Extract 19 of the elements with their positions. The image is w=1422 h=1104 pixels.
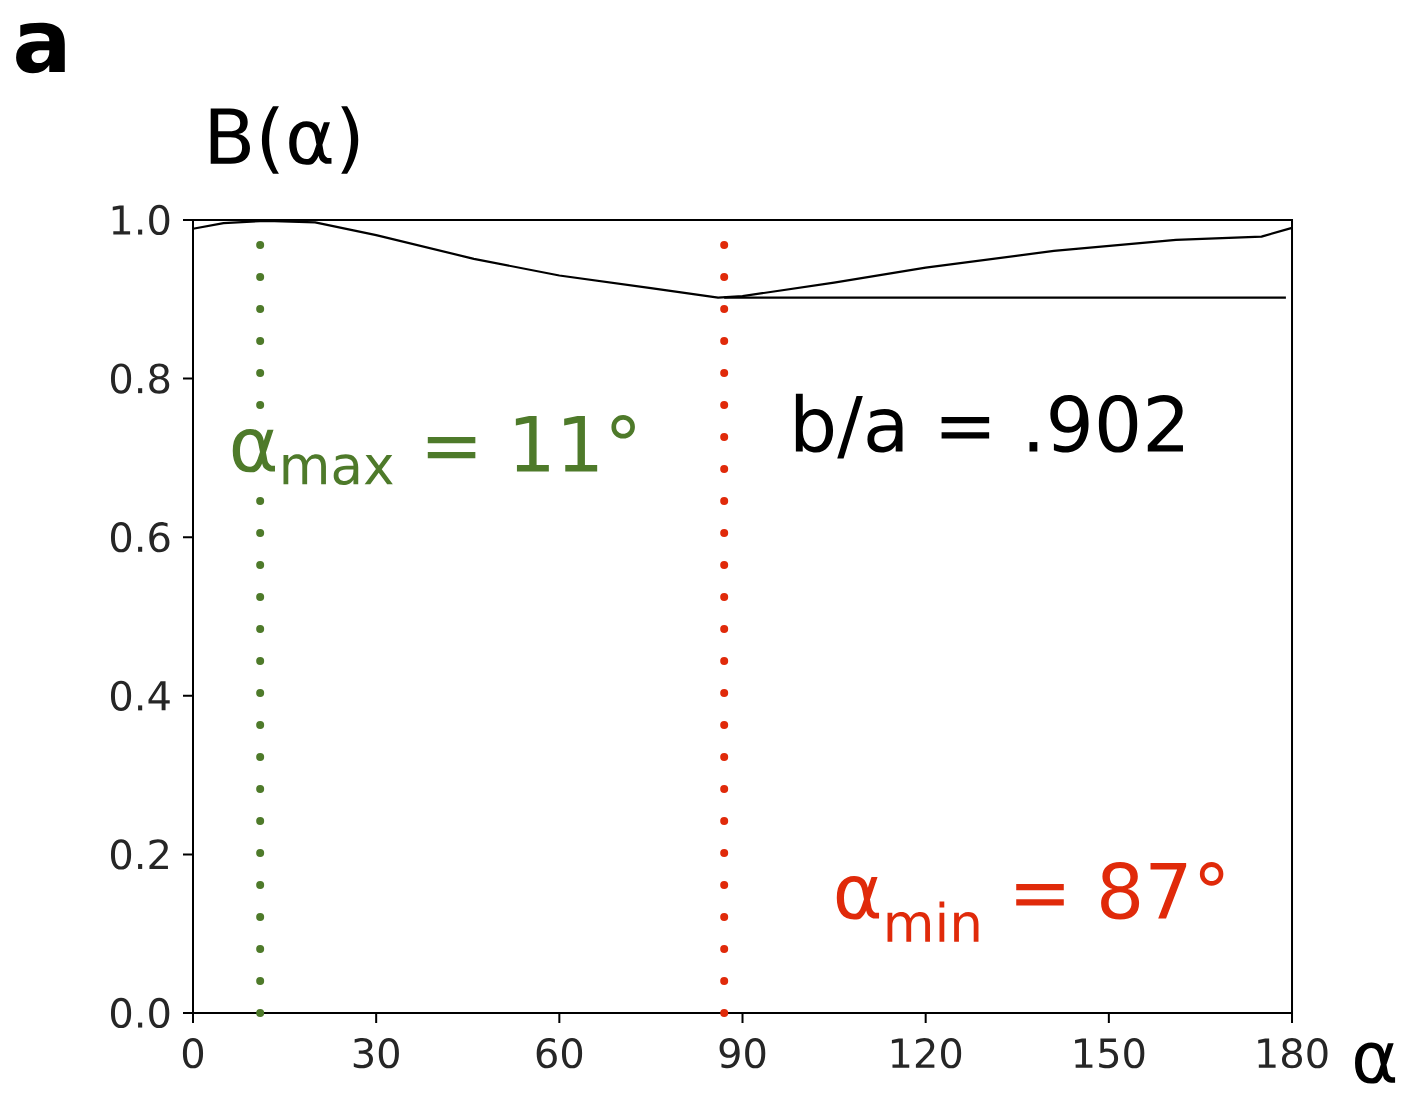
x-tick-label: 150 [1075, 1038, 1145, 1069]
y-axis-title: B(α) [210, 106, 359, 174]
y-tick-label: 0.0 [110, 997, 170, 1029]
y-tick-label: 1.0 [112, 204, 170, 236]
x-tick-label: 120 [891, 1038, 962, 1069]
x-tick-label: 60 [536, 1038, 583, 1069]
x-axis-title: α [1355, 1042, 1396, 1084]
ref-line-label: α$_{max}$ = 11° [232, 415, 635, 485]
x-tick-label: 0 [182, 1038, 204, 1069]
y-tick-label: 0.4 [110, 680, 170, 711]
x-tick-label: 90 [719, 1038, 766, 1069]
text: a [16, 22, 65, 74]
y-tick-label: 0.6 [110, 522, 170, 553]
y-tick-label: 0.2 [110, 839, 168, 870]
y-tick-label: 0.8 [110, 363, 170, 394]
ref-line-label: α$_{min}$ = 87° [836, 862, 1224, 942]
annotation: b/a = .902 [795, 393, 1183, 459]
x-tick-label: 180 [1258, 1038, 1328, 1069]
x-tick-label: 30 [353, 1038, 399, 1069]
